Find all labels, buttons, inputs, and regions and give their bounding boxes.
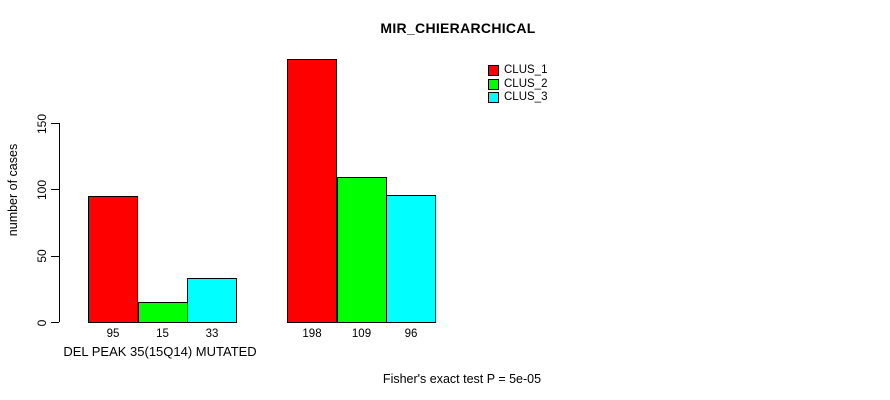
y-tick-label: 0 — [35, 319, 49, 326]
legend-swatch-icon — [488, 78, 499, 90]
bar-value-label: 95 — [106, 328, 120, 340]
legend-label: CLUS_2 — [504, 77, 548, 90]
legend-label: CLUS_3 — [504, 91, 548, 103]
bar-clus_2-group2 — [336, 177, 387, 323]
y-tick-label: 100 — [35, 179, 49, 200]
bar-clus_3-group2 — [386, 195, 436, 323]
annotation-text: Fisher's exact test P = 5e-05 — [382, 372, 542, 386]
bar-value-label: 33 — [205, 328, 219, 340]
bar-value-label: 198 — [302, 328, 322, 340]
bar-clus_3-group1 — [187, 278, 237, 323]
legend: CLUS_1 CLUS_2 CLUS_3 — [488, 64, 548, 103]
chart-title: MIR_CHIERARCHICAL — [380, 20, 536, 36]
bar-value-label: 109 — [351, 328, 372, 340]
y-tick-mark — [51, 255, 59, 257]
y-axis — [59, 123, 60, 322]
x-category-label: DEL PEAK 35(15Q14) MUTATED — [63, 344, 257, 359]
legend-swatch-icon — [488, 92, 499, 103]
bar-clus_1-group1 — [88, 196, 138, 323]
bar-clus_2-group1 — [137, 302, 188, 323]
y-tick-label: 50 — [35, 249, 49, 263]
y-tick-mark — [51, 189, 59, 191]
bar-value-label: 15 — [156, 328, 169, 340]
bar-clus_1-group2 — [287, 59, 337, 323]
bar-value-label: 96 — [404, 328, 418, 340]
legend-row-clus_3: CLUS_3 — [488, 91, 548, 103]
legend-label: CLUS_1 — [504, 64, 548, 76]
legend-swatch-icon — [488, 65, 499, 76]
legend-row-clus_1: CLUS_1 — [488, 64, 548, 76]
y-tick-mark — [51, 123, 59, 125]
y-tick-label: 150 — [35, 113, 49, 134]
y-tick-mark — [51, 322, 59, 323]
legend-row-clus_2: CLUS_2 — [488, 77, 548, 90]
